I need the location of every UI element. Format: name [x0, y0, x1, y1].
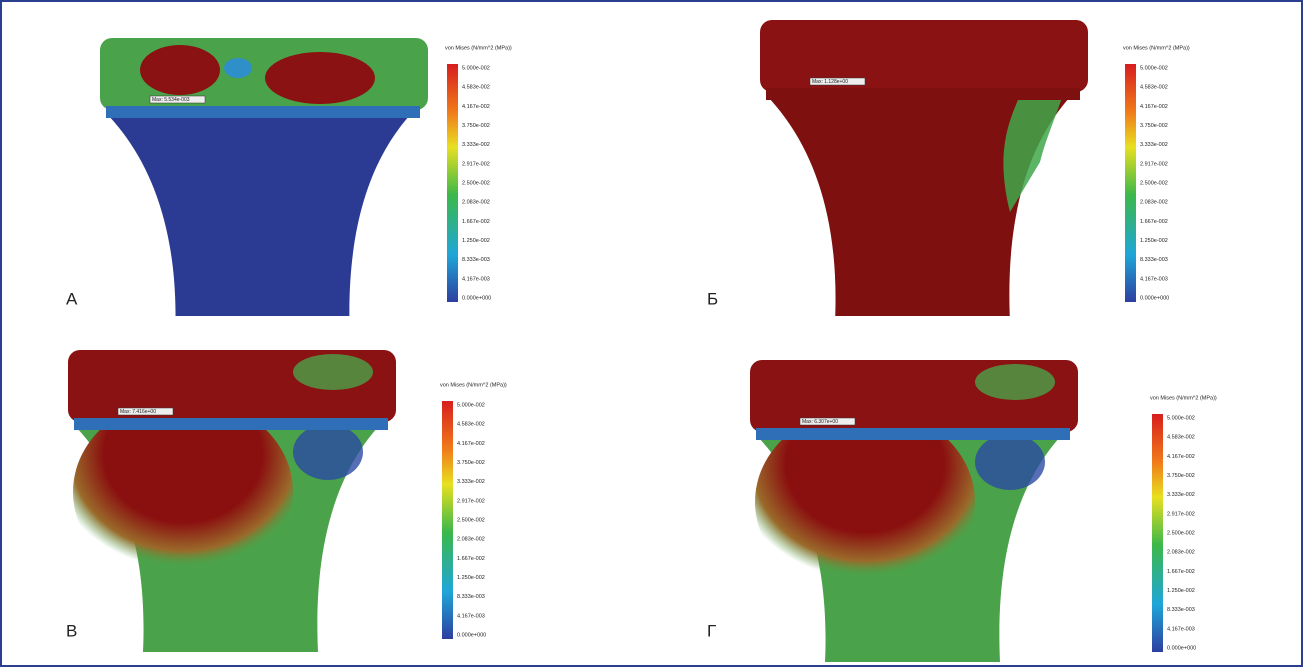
model: Max: 1.128e+00	[760, 20, 1088, 322]
legend-tick: 3.750e-002	[1167, 473, 1195, 479]
max-label: Max: 5.534e-003	[152, 97, 190, 103]
legend-tick: 0.000e+000	[1167, 645, 1196, 651]
legend-title: von Mises (N/mm^2 (MPa))	[445, 45, 512, 51]
panel: Max: 6.307e+00	[750, 360, 1078, 662]
legend-tick: 1.667e-002	[462, 219, 490, 225]
colorbar	[1152, 414, 1163, 652]
max-label: Max: 6.307e+00	[802, 419, 838, 425]
figure: Max: 5.534e-003 Аvon Mises (N/mm^2 (MPa))…	[0, 0, 1303, 667]
legend-tick: 2.083e-002	[462, 200, 490, 206]
legend-tick: 1.667e-002	[457, 556, 485, 562]
legend-tick: 4.583e-002	[1167, 435, 1195, 441]
legend-tick: 4.583e-002	[1140, 85, 1168, 91]
legend-tick: 3.750e-002	[457, 460, 485, 466]
model-band	[766, 88, 1080, 100]
model: Max: 7.416e+00	[68, 350, 396, 652]
legend-title: von Mises (N/mm^2 (MPa))	[1150, 395, 1217, 401]
legend-tick: 5.000e-002	[1167, 415, 1195, 421]
colorbar	[1125, 64, 1136, 302]
stress-zone	[140, 45, 220, 95]
legend-tick: 4.167e-003	[462, 276, 490, 282]
panel-label: Г	[707, 621, 716, 640]
legend-tick: 3.750e-002	[1140, 123, 1168, 129]
legend-tick: 2.917e-002	[457, 498, 485, 504]
legend-tick: 4.167e-002	[462, 104, 490, 110]
panel-label: А	[66, 289, 78, 308]
legend-tick: 1.250e-002	[462, 238, 490, 244]
legend-tick: 2.083e-002	[457, 537, 485, 543]
model-band	[756, 428, 1070, 440]
panel: Max: 7.416e+00	[68, 350, 396, 652]
stress-zone	[975, 364, 1055, 400]
legend-title: von Mises (N/mm^2 (MPa))	[440, 382, 507, 388]
legend-tick: 2.917e-002	[1140, 161, 1168, 167]
stress-low	[224, 58, 252, 78]
legend-tick: 8.333e-003	[457, 594, 485, 600]
legend-tick: 3.750e-002	[462, 123, 490, 129]
legend-tick: 2.083e-002	[1167, 550, 1195, 556]
legend-tick: 4.583e-002	[457, 422, 485, 428]
panel-label: Б	[707, 289, 718, 308]
legend-tick: 1.250e-002	[457, 575, 485, 581]
legend-tick: 0.000e+000	[462, 295, 491, 301]
legend-tick: 2.500e-002	[457, 517, 485, 523]
legend-tick: 2.917e-002	[1167, 511, 1195, 517]
model-band	[106, 106, 420, 118]
model-cap	[760, 20, 1088, 92]
legend-title: von Mises (N/mm^2 (MPa))	[1123, 45, 1190, 51]
legend-tick: 3.333e-002	[457, 479, 485, 485]
stress-zone	[293, 354, 373, 390]
legend-tick: 5.000e-002	[1140, 65, 1168, 71]
legend-tick: 5.000e-002	[462, 65, 490, 71]
legend-tick: 4.167e-003	[457, 613, 485, 619]
legend-tick: 4.167e-003	[1167, 626, 1195, 632]
panel: Max: 1.128e+00	[760, 20, 1088, 322]
legend-tick: 5.000e-002	[457, 402, 485, 408]
legend-tick: 0.000e+000	[457, 632, 486, 638]
legend-tick: 8.333e-003	[1140, 257, 1168, 263]
panel: Max: 5.534e-003	[100, 38, 428, 340]
model-band	[74, 418, 388, 430]
stress-zone	[265, 52, 375, 104]
legend-tick: 2.500e-002	[462, 180, 490, 186]
legend-tick: 4.167e-002	[457, 441, 485, 447]
stress-low	[293, 424, 363, 480]
model: Max: 6.307e+00	[750, 360, 1078, 662]
model-stem	[108, 115, 410, 340]
max-label: Max: 7.416e+00	[120, 409, 156, 415]
model: Max: 5.534e-003	[100, 38, 428, 340]
legend-tick: 4.167e-002	[1167, 454, 1195, 460]
legend-tick: 4.167e-003	[1140, 276, 1168, 282]
legend-tick: 3.333e-002	[1167, 492, 1195, 498]
legend-tick: 3.333e-002	[462, 142, 490, 148]
legend-tick: 8.333e-003	[462, 257, 490, 263]
legend-tick: 0.000e+000	[1140, 295, 1169, 301]
colorbar	[442, 401, 453, 639]
legend-tick: 8.333e-003	[1167, 607, 1195, 613]
legend-tick: 2.917e-002	[462, 161, 490, 167]
panel-label: В	[66, 621, 77, 640]
colorbar	[447, 64, 458, 302]
stress-low	[975, 434, 1045, 490]
legend-tick: 3.333e-002	[1140, 142, 1168, 148]
legend-tick: 1.667e-002	[1167, 569, 1195, 575]
legend-tick: 2.500e-002	[1167, 530, 1195, 536]
max-label: Max: 1.128e+00	[812, 79, 848, 85]
legend-tick: 4.167e-002	[1140, 104, 1168, 110]
legend-tick: 1.250e-002	[1167, 588, 1195, 594]
legend-tick: 4.583e-002	[462, 85, 490, 91]
legend-tick: 2.083e-002	[1140, 200, 1168, 206]
legend-tick: 2.500e-002	[1140, 180, 1168, 186]
legend-tick: 1.250e-002	[1140, 238, 1168, 244]
legend-tick: 1.667e-002	[1140, 219, 1168, 225]
